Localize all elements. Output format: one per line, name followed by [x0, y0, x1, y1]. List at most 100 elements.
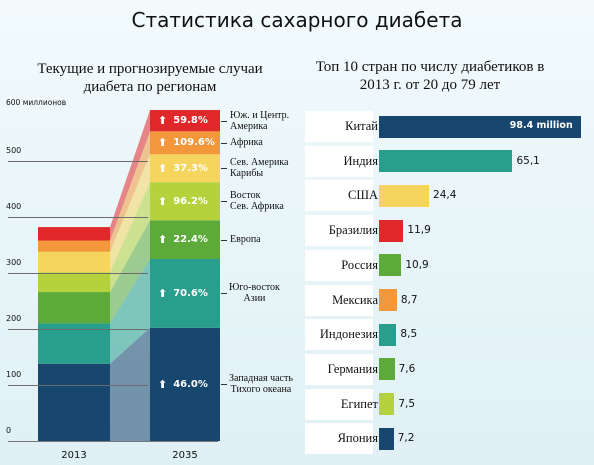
- main-title: Статистика сахарного диабета: [131, 8, 463, 32]
- connector-band: [110, 182, 150, 293]
- connector-band: [110, 259, 150, 364]
- y-tick-500: 500: [6, 146, 22, 155]
- country-label-box: [305, 145, 373, 177]
- country-value: 10,9: [405, 258, 429, 271]
- region-label: Сев. Америка Карибы: [230, 157, 289, 180]
- bar-segment-2035: [150, 220, 220, 259]
- country-value: 8,7: [400, 293, 418, 306]
- country-label-box: [305, 388, 373, 420]
- bar-segment-2013: [38, 323, 110, 364]
- bar-segment-2013: [38, 292, 110, 324]
- bar-segment-2013: [38, 240, 110, 252]
- growth-value: 22.4%: [173, 234, 208, 246]
- bar-segment-2013: [38, 227, 110, 241]
- connector-band: [110, 154, 150, 273]
- x-axis-line: [8, 441, 218, 442]
- country-label: Россия: [341, 257, 378, 272]
- country-bar: [379, 115, 581, 138]
- arrow-up-icon: ⬆: [158, 114, 168, 128]
- country-label: Индия: [343, 153, 378, 168]
- country-label: Бразилия: [328, 223, 378, 238]
- bar-segment-2013: [38, 251, 110, 273]
- y-tick-300: 300: [6, 258, 22, 267]
- country-bar: [379, 323, 397, 346]
- y-tick-0: 0: [6, 426, 12, 435]
- leader-line: [221, 384, 227, 386]
- gridline: [8, 385, 148, 386]
- country-bar: [379, 289, 397, 311]
- country-label: Япония: [337, 431, 378, 446]
- left-chart-title: Текущие и прогнозируемые случаи диабета …: [37, 61, 263, 95]
- growth-label: ⬆ 59.8%: [158, 114, 208, 128]
- bar-segment-2035: [150, 182, 220, 221]
- bar-segment-2035: [150, 154, 220, 183]
- country-label-box: [305, 319, 373, 351]
- country-value: 7,6: [398, 362, 416, 375]
- leader-line: [221, 142, 227, 144]
- growth-label: ⬆ 96.2%: [158, 194, 208, 208]
- growth-value: 109.6%: [173, 137, 215, 149]
- leader-line: [221, 201, 227, 203]
- gridline: [8, 273, 148, 274]
- arrow-up-icon: ⬆: [158, 286, 168, 300]
- x-label-2013: 2013: [61, 450, 87, 461]
- country-label-box: [305, 353, 373, 385]
- arrow-up-icon: ⬆: [158, 233, 168, 247]
- bar-segment-2035: [150, 327, 220, 441]
- growth-label: ⬆ 37.3%: [158, 161, 208, 175]
- bar-segment-2035: [150, 131, 220, 155]
- country-value: 7,2: [397, 432, 415, 445]
- country-value: 11,9: [407, 224, 431, 237]
- arrow-up-icon: ⬆: [158, 136, 168, 150]
- country-label-box: [305, 249, 373, 281]
- country-label: Египет: [340, 396, 378, 411]
- growth-value: 37.3%: [173, 162, 208, 174]
- leader-line: [221, 239, 227, 241]
- bar-segment-2013: [38, 363, 110, 441]
- country-bar: [379, 358, 395, 381]
- gridline: [8, 217, 148, 218]
- bar-segment-2013: [38, 272, 110, 293]
- region-label: Африка: [230, 137, 263, 149]
- right-chart-title: Топ 10 стран по числу диабетиков в 2013 …: [315, 59, 545, 93]
- bar-segment-2035: [150, 110, 220, 132]
- connector-band: [110, 220, 150, 324]
- country-label-box: [305, 423, 373, 455]
- gridline: [8, 329, 148, 330]
- arrow-up-icon: ⬆: [158, 194, 168, 208]
- connector-band: [110, 327, 150, 441]
- country-bar: [379, 150, 513, 173]
- region-label: Западная часть Тихого океана: [229, 373, 293, 396]
- country-bar: [379, 427, 394, 450]
- country-bar: [379, 393, 395, 416]
- region-label: Юго-восток Азии: [229, 282, 280, 305]
- country-label: Мексика: [332, 292, 378, 307]
- growth-label: ⬆ 46.0%: [158, 377, 208, 391]
- country-value: 24,4: [433, 189, 457, 202]
- growth-value: 59.8%: [173, 115, 208, 127]
- leader-line: [221, 168, 227, 170]
- country-value: 8,5: [400, 328, 418, 341]
- y-tick-100: 100: [6, 370, 22, 379]
- growth-label: ⬆ 70.6%: [158, 286, 208, 300]
- country-label: Китай: [345, 119, 378, 133]
- region-label: Восток Сев. Африка: [230, 190, 284, 213]
- growth-value: 96.2%: [173, 195, 208, 207]
- country-label: Индонезия: [319, 327, 378, 342]
- country-label-box: [305, 111, 373, 142]
- y-tick-400: 400: [6, 202, 22, 211]
- country-value: 98.4 million: [509, 120, 573, 131]
- country-label: Германия: [327, 361, 378, 376]
- country-label-box: [305, 180, 373, 212]
- x-label-2035: 2035: [172, 450, 198, 461]
- leader-line: [221, 120, 227, 122]
- country-bar: [379, 219, 404, 242]
- connector-band: [110, 110, 150, 241]
- growth-label: ⬆ 22.4%: [158, 233, 208, 247]
- country-bar: [379, 254, 402, 277]
- bar-segment-2035: [150, 259, 220, 328]
- country-bar: [379, 184, 430, 207]
- region-label: Юж. и Центр. Америка: [230, 109, 290, 132]
- growth-value: 70.6%: [173, 287, 208, 299]
